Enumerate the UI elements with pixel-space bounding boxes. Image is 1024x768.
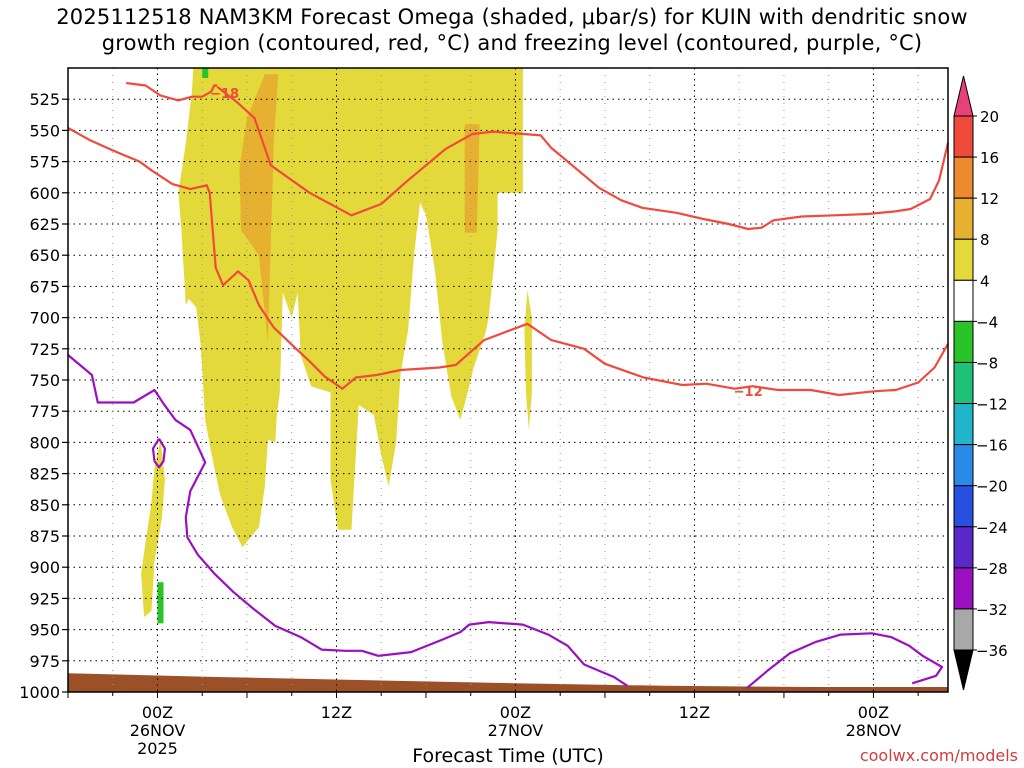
contour-0 — [126, 81, 218, 102]
colorbar-bottom-arrow — [953, 649, 974, 691]
y-tick-label-875: 875 — [29, 527, 60, 546]
contour-1 — [67, 126, 949, 397]
y-tick-label-725: 725 — [29, 340, 60, 359]
chart-title-line-1: 2025112518 NAM3KM Forecast Omega (shaded… — [56, 5, 968, 29]
omega-region-2 — [524, 290, 532, 430]
colorbar-label-6: −8 — [976, 354, 998, 372]
colorbar-label-5: −4 — [976, 313, 998, 331]
colorbar-bin-5 — [953, 320, 974, 363]
terrain-fill — [68, 673, 948, 693]
y-axis: 525 550 575 600 625 650 675 700 725 750 775 800 825 8… — [19, 90, 68, 702]
y-tick-label-600: 600 — [29, 184, 60, 203]
colorbar-label-7: −12 — [976, 396, 1008, 414]
colorbar-bin-10 — [953, 526, 974, 569]
colorbar-label-11: −28 — [976, 560, 1008, 578]
contour-3 — [67, 354, 628, 687]
colorbar-label-8: −16 — [976, 437, 1008, 455]
x-tick-label-1: 12Z — [321, 703, 352, 722]
colorbar-label-0: 20 — [980, 108, 999, 126]
colorbar-label-3: 8 — [980, 231, 990, 249]
colorbar-bin-2 — [953, 197, 974, 240]
colorbar-label-10: −24 — [976, 519, 1008, 537]
y-tick-label-850: 850 — [29, 496, 60, 515]
y-tick-label-625: 625 — [29, 215, 60, 234]
colorbar-bin-7 — [953, 403, 974, 446]
omega-region-0 — [68, 68, 523, 548]
y-tick-label-950: 950 — [29, 621, 60, 640]
y-tick-label-800: 800 — [29, 433, 60, 452]
x-tick-date-0: 26NOV — [130, 721, 186, 740]
y-tick-label-1000: 1000 — [19, 683, 60, 702]
colorbar-bin-12 — [953, 608, 974, 651]
colorbar-bin-3 — [953, 238, 974, 281]
x-tick-year-0: 2025 — [137, 739, 178, 758]
y-tick-label-750: 750 — [29, 371, 60, 390]
colorbar-label-9: −20 — [976, 478, 1008, 496]
colorbar-bin-0 — [953, 115, 974, 158]
colorbar-top-arrow — [953, 75, 974, 117]
x-tick-date-2: 27NOV — [488, 721, 544, 740]
y-tick-label-925: 925 — [29, 589, 60, 608]
y-tick-label-650: 650 — [29, 246, 60, 265]
x-tick-label-0: 00Z — [142, 703, 173, 722]
omega-region-1 — [141, 439, 165, 618]
y-tick-label-825: 825 — [29, 465, 60, 484]
colorbar-label-13: −36 — [976, 642, 1008, 660]
x-tick-label-2: 00Z — [500, 703, 531, 722]
colorbar-bin-9 — [953, 485, 974, 528]
y-tick-label-550: 550 — [29, 121, 60, 140]
y-tick-label-900: 900 — [29, 558, 60, 577]
x-tick-label-4: 00Z — [858, 703, 889, 722]
colorbar-label-2: 12 — [980, 190, 999, 208]
colorbar-bin-1 — [953, 156, 974, 199]
omega-region-4 — [464, 124, 480, 233]
x-tick-label-3: 12Z — [679, 703, 710, 722]
colorbar-bin-11 — [953, 567, 974, 610]
omega-region-6 — [157, 582, 164, 624]
y-tick-label-700: 700 — [29, 309, 60, 328]
contour-label-2: −12 — [734, 385, 763, 400]
omega-shading-layer — [68, 68, 532, 624]
colorbar-bin-8 — [953, 444, 974, 487]
terrain-layer — [68, 673, 948, 693]
grid-layer — [67, 68, 948, 692]
colorbar-bin-6 — [953, 361, 974, 405]
y-tick-label-675: 675 — [29, 277, 60, 296]
x-axis-title: Forecast Time (UTC) — [412, 745, 604, 767]
colorbar-label-12: −32 — [976, 601, 1008, 619]
y-tick-label-575: 575 — [29, 153, 60, 172]
contour-2 — [216, 85, 950, 231]
contour-5 — [745, 632, 944, 690]
colorbar: 20 16 12 8 4 −4 −8 −12 −16 −20 −24 −28 −32 −36 — [953, 75, 1008, 691]
contour-layer: −18−12 — [67, 81, 950, 690]
x-tick-date-4: 28NOV — [846, 721, 902, 740]
colorbar-label-4: 4 — [980, 272, 990, 290]
y-tick-label-525: 525 — [29, 90, 60, 109]
omega-region-5 — [202, 68, 209, 78]
contour-4 — [151, 438, 166, 469]
y-tick-label-775: 775 — [29, 402, 60, 421]
credit-link[interactable]: coolwx.com/models — [859, 746, 1018, 765]
colorbar-label-1: 16 — [980, 149, 999, 167]
y-tick-label-975: 975 — [29, 652, 60, 671]
chart-title-line-2: growth region (contoured, red, °C) and f… — [101, 31, 923, 55]
omega-region-3 — [239, 74, 279, 343]
colorbar-bin-4 — [953, 279, 974, 322]
